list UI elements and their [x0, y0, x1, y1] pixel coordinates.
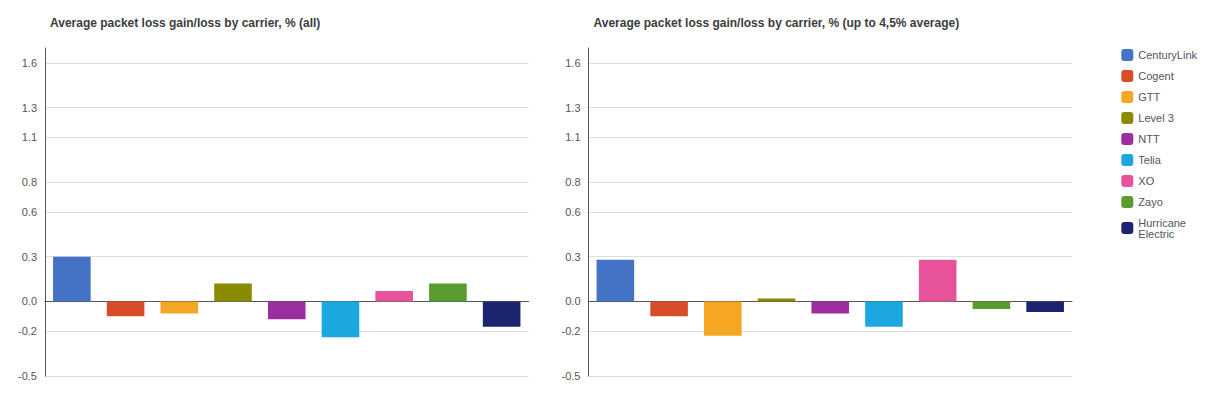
svg-text:0.6: 0.6	[22, 206, 37, 218]
svg-text:NTT: NTT	[1138, 133, 1160, 145]
svg-text:Hurricane: Hurricane	[1138, 216, 1186, 229]
svg-text:0.0: 0.0	[22, 295, 37, 307]
svg-text:-0.2: -0.2	[18, 325, 37, 337]
svg-text:-0.2: -0.2	[562, 325, 581, 337]
svg-text:Average packet loss gain/loss: Average packet loss gain/loss by carrier…	[594, 16, 960, 30]
svg-text:0.8: 0.8	[22, 176, 37, 188]
svg-text:Electric: Electric	[1138, 228, 1175, 240]
svg-text:-0.5: -0.5	[18, 370, 37, 382]
svg-text:-0.5: -0.5	[562, 370, 581, 382]
svg-text:0.3: 0.3	[565, 251, 580, 263]
svg-text:CenturyLink: CenturyLink	[1138, 49, 1197, 61]
svg-text:0.6: 0.6	[565, 206, 580, 218]
svg-text:1.1: 1.1	[22, 131, 37, 143]
svg-text:Average packet loss gain/loss: Average packet loss gain/loss by carrier…	[50, 16, 320, 30]
svg-text:XO: XO	[1138, 175, 1154, 187]
svg-text:1.1: 1.1	[565, 131, 580, 143]
svg-text:Cogent: Cogent	[1138, 70, 1173, 82]
svg-text:Level 3: Level 3	[1138, 112, 1173, 124]
svg-text:0.8: 0.8	[565, 176, 580, 188]
svg-text:1.3: 1.3	[22, 102, 37, 114]
svg-text:0.0: 0.0	[565, 295, 580, 307]
svg-text:GTT: GTT	[1138, 91, 1160, 103]
svg-text:1.6: 1.6	[22, 57, 37, 69]
svg-text:0.3: 0.3	[22, 251, 37, 263]
svg-text:1.6: 1.6	[565, 57, 580, 69]
svg-text:Telia: Telia	[1138, 154, 1162, 166]
svg-text:1.3: 1.3	[565, 102, 580, 114]
svg-text:Zayo: Zayo	[1138, 196, 1162, 208]
